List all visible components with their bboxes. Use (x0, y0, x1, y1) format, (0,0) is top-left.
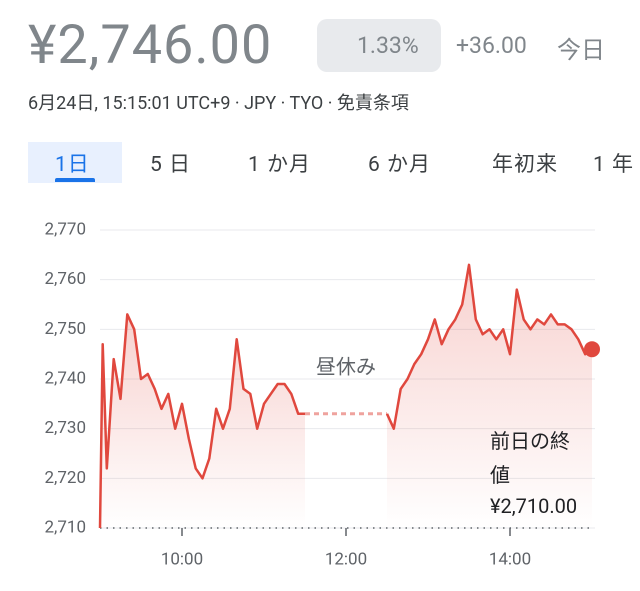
period: 今日 (557, 36, 605, 64)
tab[interactable]: 年初来 (492, 153, 558, 177)
y-tick-label: 2,760 (44, 269, 86, 289)
price: ¥2,746.00 (28, 14, 273, 77)
area-fill (387, 264, 592, 528)
timestamp: 6月24日, 15:15:01 UTC+9 · JPY · TYO · 免責条項 (28, 93, 409, 114)
last-point (584, 341, 600, 358)
area-fill (100, 314, 305, 528)
selected-tab-indicator (55, 178, 95, 182)
change-badge (317, 19, 441, 72)
gap-annotation: 昼休み (316, 354, 376, 378)
tab[interactable]: 5 日 (150, 153, 192, 177)
y-tick-label: 2,730 (44, 418, 86, 438)
change: +36.00 (456, 32, 527, 59)
previous-close-label: ¥2,710.00 (490, 494, 578, 518)
y-tick-label: 2,740 (44, 368, 86, 388)
price-line (98, 263, 593, 529)
y-tick-label: 2,720 (44, 468, 86, 488)
tab[interactable]: 1 年 (593, 153, 635, 177)
y-tick-label: 2,750 (44, 319, 86, 339)
tab[interactable]: 1日 (55, 153, 90, 177)
x-tick-label: 10:00 (161, 549, 203, 569)
tab[interactable]: 6 か月 (368, 153, 432, 177)
change-percent: 1.33% (357, 32, 419, 59)
y-tick-label: 2,770 (44, 219, 86, 239)
x-tick-label: 12:00 (325, 549, 367, 569)
selected-tab-bg (28, 142, 122, 183)
previous-close-title: 前日の終値 (490, 429, 570, 487)
tab[interactable]: 1 か月 (248, 153, 312, 177)
y-tick-label: 2,710 (44, 517, 86, 537)
x-tick-label: 14:00 (489, 549, 531, 569)
